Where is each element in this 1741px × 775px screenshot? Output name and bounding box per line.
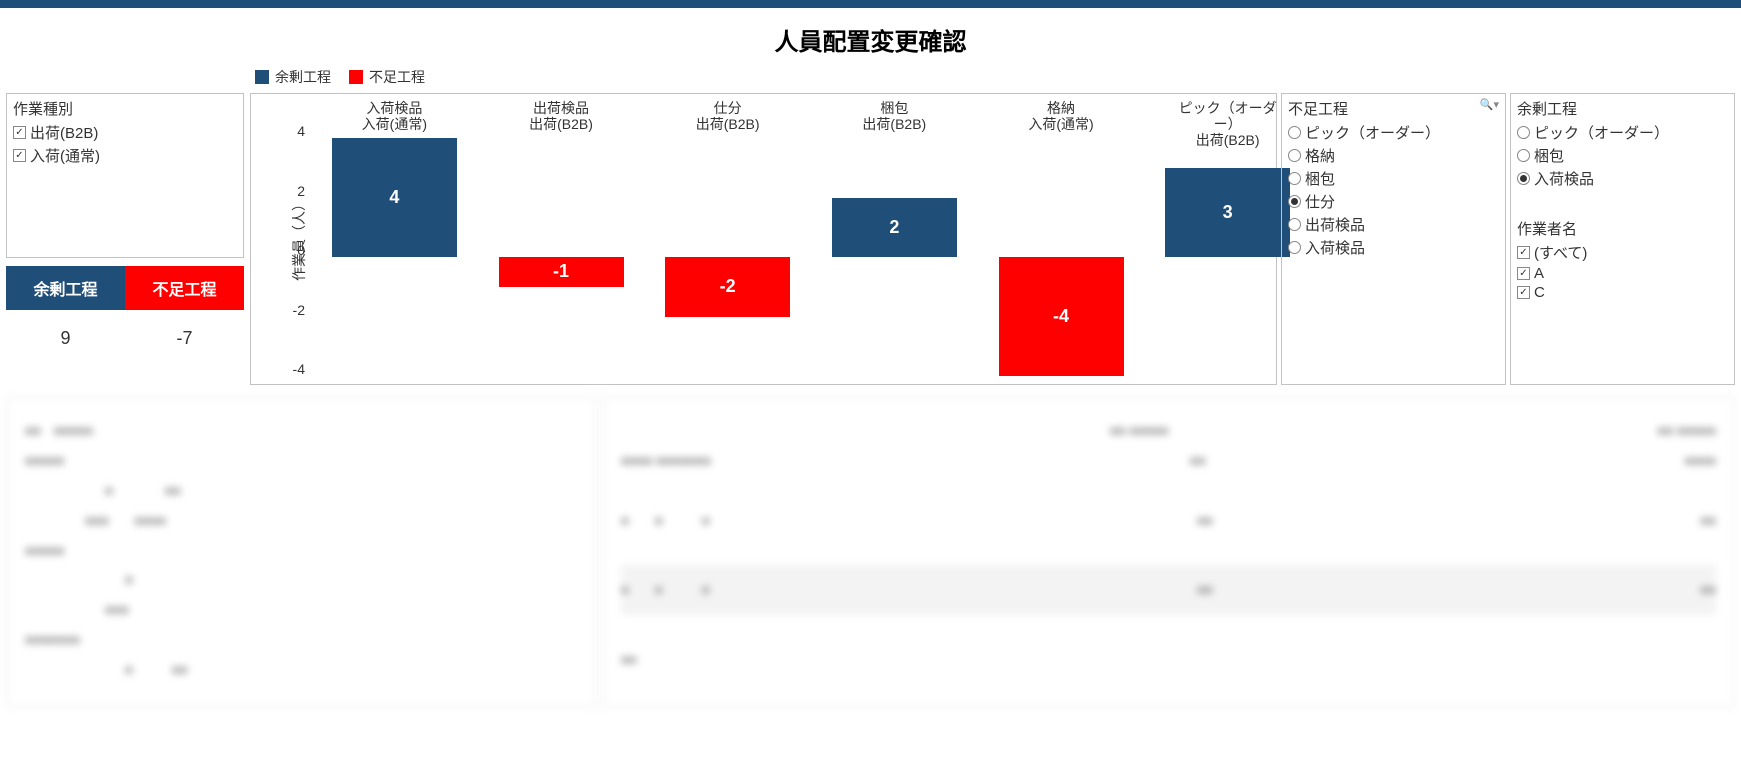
page-title: 人員配置変更確認	[0, 8, 1741, 67]
radio-icon[interactable]	[1288, 241, 1301, 254]
filter-work-type-item[interactable]: 出荷(B2B)	[13, 121, 237, 144]
legend-swatch-surplus	[255, 70, 269, 84]
y-tick-label: 0	[285, 242, 305, 258]
blurred-region: ■■ ■■■■■ ■■■■■ ■ ■■ ■■■ ■■■■ ■■■■■ ■ ■■■…	[0, 391, 1741, 713]
summary-table: 余剰工程 9 不足工程 -7	[6, 266, 244, 367]
chart-legend: 余剰工程 不足工程	[255, 67, 1741, 87]
surplus-process-panel: 余剰工程 ピック（オーダー）梱包入荷検品 作業者名 (すべて) AC	[1510, 93, 1735, 385]
checkbox-icon[interactable]	[1517, 267, 1530, 280]
bar-category-label: 仕分出荷(B2B)	[665, 100, 790, 132]
surplus-option[interactable]: ピック（オーダー）	[1517, 121, 1728, 144]
y-tick-label: -2	[285, 302, 305, 318]
radio-icon[interactable]	[1517, 126, 1530, 139]
worker-label: A	[1534, 265, 1544, 282]
legend-swatch-shortage	[349, 70, 363, 84]
chart-bar[interactable]: 2	[832, 198, 957, 258]
filter-work-type-panel: 作業種別 出荷(B2B)入荷(通常)	[6, 93, 244, 258]
legend-label-surplus: 余剰工程	[275, 67, 331, 87]
chart-bar[interactable]: -2	[665, 257, 790, 317]
shortage-option[interactable]: 出荷検品	[1288, 213, 1499, 236]
chart-bar[interactable]: 3	[1165, 168, 1290, 257]
shortage-option[interactable]: ピック（オーダー）	[1288, 121, 1499, 144]
worker-name-title: 作業者名	[1511, 214, 1734, 241]
radio-icon[interactable]	[1288, 195, 1301, 208]
bar-category-label: 梱包出荷(B2B)	[832, 100, 957, 132]
chart-bar[interactable]: -4	[999, 257, 1124, 376]
shortage-option[interactable]: 格納	[1288, 144, 1499, 167]
radio-icon[interactable]	[1288, 218, 1301, 231]
staffing-chart: 作業員（人） 入荷検品入荷(通常) 4 出荷検品出荷(B2B) -1 仕分出荷(B2B)…	[250, 93, 1277, 385]
shortage-option[interactable]: 入荷検品	[1288, 236, 1499, 259]
filter-item-label: 入荷(通常)	[30, 145, 100, 166]
summary-value-shortage: -7	[125, 310, 244, 367]
shortage-option[interactable]: 仕分	[1288, 190, 1499, 213]
worker-item[interactable]: A	[1517, 264, 1728, 283]
surplus-process-title: 余剰工程	[1511, 94, 1734, 121]
checkbox-icon[interactable]	[13, 149, 26, 162]
worker-label: (すべて)	[1534, 242, 1587, 263]
radio-icon[interactable]	[1517, 149, 1530, 162]
y-tick-label: -4	[285, 361, 305, 377]
option-label: 梱包	[1305, 168, 1335, 189]
checkbox-icon[interactable]	[13, 126, 26, 139]
shortage-process-panel: 🔍▾ 不足工程 ピック（オーダー）格納梱包仕分出荷検品入荷検品	[1281, 93, 1506, 385]
bar-category-label: 格納入荷(通常)	[999, 100, 1124, 132]
summary-value-surplus: 9	[6, 310, 125, 367]
brand-bar	[0, 0, 1741, 8]
bar-category-label: ピック（オーダー）出荷(B2B)	[1165, 100, 1290, 148]
shortage-process-list: ピック（オーダー）格納梱包仕分出荷検品入荷検品	[1282, 121, 1505, 265]
chart-bar[interactable]: 4	[332, 138, 457, 257]
summary-header-shortage: 不足工程	[125, 266, 244, 310]
legend-item-shortage: 不足工程	[349, 67, 425, 87]
option-label: 格納	[1305, 145, 1335, 166]
legend-item-surplus: 余剰工程	[255, 67, 331, 87]
filter-item-label: 出荷(B2B)	[30, 122, 98, 143]
shortage-option[interactable]: 梱包	[1288, 167, 1499, 190]
y-tick-label: 2	[285, 183, 305, 199]
option-label: ピック（オーダー）	[1534, 122, 1669, 143]
checkbox-icon[interactable]	[1517, 246, 1530, 259]
filter-work-type-list: 出荷(B2B)入荷(通常)	[7, 121, 243, 173]
chart-bar[interactable]: -1	[499, 257, 624, 287]
worker-item[interactable]: C	[1517, 283, 1728, 302]
search-icon[interactable]: 🔍▾	[1480, 98, 1499, 111]
option-label: ピック（オーダー）	[1305, 122, 1440, 143]
y-axis-label: 作業員（人）	[289, 197, 309, 281]
option-label: 入荷検品	[1305, 237, 1365, 258]
radio-icon[interactable]	[1517, 172, 1530, 185]
summary-col-surplus: 余剰工程 9	[6, 266, 125, 367]
option-label: 入荷検品	[1534, 168, 1594, 189]
chart-plot-area: 入荷検品入荷(通常) 4 出荷検品出荷(B2B) -1 仕分出荷(B2B) -2 梱包出荷(…	[311, 100, 1268, 374]
filter-work-type-title: 作業種別	[7, 94, 243, 121]
legend-label-shortage: 不足工程	[369, 67, 425, 87]
filter-work-type-item[interactable]: 入荷(通常)	[13, 144, 237, 167]
option-label: 出荷検品	[1305, 214, 1365, 235]
summary-header-surplus: 余剰工程	[6, 266, 125, 310]
shortage-process-title: 不足工程	[1282, 94, 1505, 121]
blurred-panel-left: ■■ ■■■■■ ■■■■■ ■ ■■ ■■■ ■■■■ ■■■■■ ■ ■■■…	[6, 397, 596, 707]
bar-category-label: 出荷検品出荷(B2B)	[499, 100, 624, 132]
worker-name-list: (すべて) AC	[1511, 241, 1734, 308]
radio-icon[interactable]	[1288, 149, 1301, 162]
radio-icon[interactable]	[1288, 172, 1301, 185]
worker-item[interactable]: (すべて)	[1517, 241, 1728, 264]
worker-label: C	[1534, 284, 1545, 301]
blurred-panel-right: ■■ ■■■■■■■ ■■■■■ ■■■■ ■■■■■■■■■■■■■ ■ ■ …	[602, 397, 1735, 707]
radio-icon[interactable]	[1288, 126, 1301, 139]
bar-category-label: 入荷検品入荷(通常)	[332, 100, 457, 132]
y-tick-label: 4	[285, 123, 305, 139]
surplus-option[interactable]: 入荷検品	[1517, 167, 1728, 190]
checkbox-icon[interactable]	[1517, 286, 1530, 299]
surplus-process-list: ピック（オーダー）梱包入荷検品	[1511, 121, 1734, 196]
option-label: 仕分	[1305, 191, 1335, 212]
summary-col-shortage: 不足工程 -7	[125, 266, 244, 367]
option-label: 梱包	[1534, 145, 1564, 166]
surplus-option[interactable]: 梱包	[1517, 144, 1728, 167]
